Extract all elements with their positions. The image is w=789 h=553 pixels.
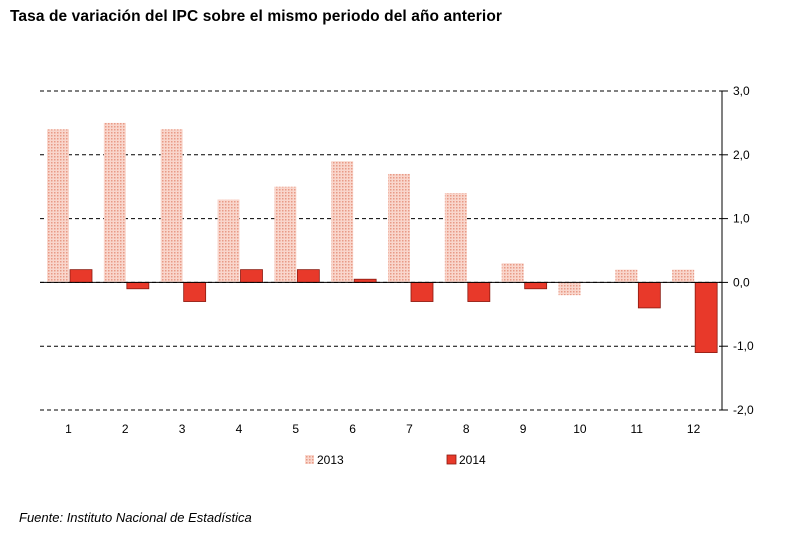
bar-2014-5	[296, 269, 320, 283]
x-tick-label: 9	[520, 422, 527, 436]
y-tick-label: 1,0	[733, 212, 750, 226]
y-axis-ticks: 3,0 2,0 1,0 0,0 -1,0 -2,0	[733, 84, 754, 417]
bar-2013-4	[217, 199, 240, 283]
x-tick-label: 12	[687, 422, 701, 436]
x-tick-label: 1	[65, 422, 72, 436]
x-tick-label: 6	[349, 422, 356, 436]
bar-2013-12	[672, 269, 695, 283]
gridlines	[40, 90, 728, 411]
legend-label-2013: 2013	[317, 453, 344, 467]
bar-2013-8	[444, 193, 467, 283]
x-tick-label: 2	[122, 422, 129, 436]
bar-2014-1	[69, 269, 93, 283]
legend: 2013 2014	[305, 453, 486, 467]
bar-2013-6	[331, 161, 354, 283]
x-tick-label: 5	[292, 422, 299, 436]
legend-swatch-2014	[446, 454, 457, 465]
bar-2014-3	[183, 281, 207, 302]
bar-2014-8	[467, 281, 491, 302]
bar-2014-9	[524, 281, 548, 290]
bar-2013-5	[274, 186, 297, 283]
bar-2013-3	[160, 129, 183, 283]
bar-2014-7	[410, 281, 434, 302]
y-tick-label: -2,0	[733, 403, 754, 417]
x-tick-label: 4	[236, 422, 243, 436]
bars	[40, 122, 722, 353]
bar-2013-10	[558, 282, 581, 296]
bar-2014-12	[694, 281, 718, 353]
x-tick-label: 10	[573, 422, 587, 436]
bar-2014-11	[637, 281, 661, 309]
bar-2013-7	[388, 173, 410, 283]
bar-2013-9	[501, 263, 524, 283]
x-tick-label: 3	[179, 422, 186, 436]
y-tick-label: 2,0	[733, 148, 750, 162]
bar-2013-2	[103, 122, 126, 283]
bar-2013-11	[615, 269, 638, 283]
bar-2013-1	[47, 129, 69, 283]
source-note: Fuente: Instituto Nacional de Estadístic…	[19, 510, 252, 525]
x-tick-label: 7	[406, 422, 413, 436]
y-tick-label: -1,0	[733, 339, 754, 353]
bar-2014-4	[240, 269, 263, 283]
legend-swatch-2013	[305, 455, 314, 464]
chart-title: Tasa de variación del IPC sobre el mismo…	[10, 8, 503, 25]
bar-2014-2	[126, 281, 150, 290]
x-axis-ticks: 1 2 3 4 5 6 7 8 9 10 11 12	[65, 422, 701, 436]
legend-label-2014: 2014	[459, 453, 486, 467]
x-tick-label: 11	[631, 422, 644, 436]
y-tick-label: 3,0	[733, 84, 750, 98]
x-tick-label: 8	[463, 422, 470, 436]
y-tick-label: 0,0	[733, 275, 750, 289]
